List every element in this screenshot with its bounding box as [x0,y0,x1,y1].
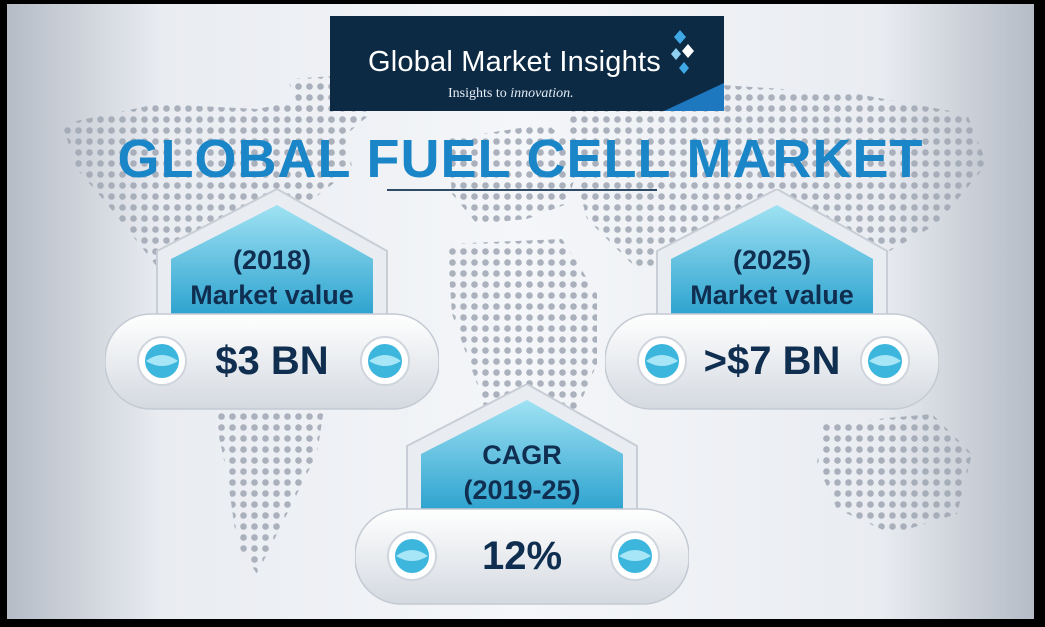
stat-card-2025: (2025) Market value >$7 BN [605,189,939,411]
right-bubble-icon [610,531,660,581]
logo-accent-corner [664,83,724,111]
card-label-text: Market value [190,280,354,310]
card-value: 12% [481,534,563,578]
card-label-year: (2018) [232,245,312,275]
card-shape [605,189,939,410]
left-bubble-icon [137,336,187,386]
card-label-period: (2019-25) [463,475,581,505]
stat-card-cagr: CAGR (2019-25) 12% [355,384,689,606]
brand-tagline: Insights to innovation. [448,86,574,101]
stat-card-2018: (2018) Market value $3 BN [105,189,439,411]
brand-name: Global Market Insights [368,46,661,78]
diamond-logo-icon [671,30,694,74]
right-bubble-icon [360,336,410,386]
page-title: GLOBAL FUEL CELL MARKET [117,129,924,189]
card-value: $3 BN [215,339,329,383]
card-value: >$7 BN [703,339,841,383]
card-label-year: (2025) [732,245,812,275]
card-shape [105,189,439,410]
left-bubble-icon [637,336,687,386]
left-bubble-icon [387,531,437,581]
card-label-text: Market value [690,280,854,310]
card-label-cagr: CAGR [482,440,562,470]
title-underline [387,189,657,191]
right-bubble-icon [860,336,910,386]
brand-logo: Global Market Insights Insights to innov… [330,16,724,111]
infographic-canvas: Global Market Insights Insights to innov… [7,4,1034,619]
card-shape [355,384,689,605]
